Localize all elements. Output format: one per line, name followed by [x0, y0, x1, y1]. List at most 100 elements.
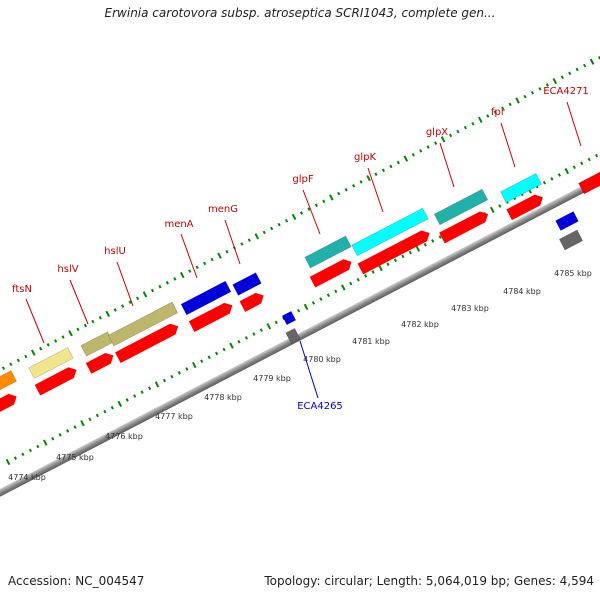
upper-tick [83, 323, 87, 328]
upper-tick [195, 265, 199, 270]
scale-label: 4783 kbp [451, 304, 489, 313]
gene-leader-line [302, 189, 321, 235]
gene-label-glpF[interactable]: glpF [292, 174, 313, 185]
upper-tick [68, 330, 73, 337]
map-title: Erwinia carotovora subsp. atroseptica SC… [104, 6, 496, 20]
cds-arrow [34, 367, 77, 396]
lower-tick [147, 386, 152, 391]
lower-tick [207, 355, 211, 360]
upper-tick [366, 174, 371, 182]
upper-tick [560, 75, 564, 80]
gene-block-menA [180, 280, 232, 316]
lower-tick [237, 339, 241, 344]
scale-label: 4780 kbp [303, 355, 341, 364]
gene-label-ftsN[interactable]: ftsN [12, 284, 32, 295]
gene-label-menG[interactable]: menG [208, 204, 238, 215]
upper-tick [322, 199, 326, 204]
upper-tick [575, 67, 579, 72]
lower-tick [117, 400, 123, 407]
gene-leader-line [224, 219, 241, 265]
gene-block-hslU [107, 301, 179, 347]
upper-tick [188, 269, 192, 273]
gene-label-hslU[interactable]: hslU [104, 246, 126, 257]
scale-label: 4782 kbp [401, 320, 439, 329]
lower-tick [125, 398, 129, 402]
lower-tick [326, 293, 330, 298]
upper-tick [501, 106, 505, 111]
lower-tick [550, 177, 554, 181]
upper-tick [46, 343, 50, 347]
lower-tick [229, 342, 234, 349]
cds-arrow [85, 352, 114, 374]
topology-text: Topology: circular; Length: 5,064,019 bp… [264, 574, 594, 588]
lower-tick [259, 328, 263, 332]
scale-label: 4778 kbp [204, 393, 242, 402]
lower-tick [386, 262, 390, 266]
upper-tick [344, 187, 348, 192]
upper-tick [254, 233, 260, 240]
upper-tick [9, 362, 13, 367]
upper-tick [217, 252, 222, 259]
gene-leader-line [439, 142, 455, 188]
gene-leader-line [180, 233, 198, 279]
upper-tick [16, 358, 20, 363]
gene-block-glpX [433, 188, 489, 226]
lower-tick [192, 361, 197, 369]
upper-tick [285, 218, 289, 223]
cds-arrow [188, 302, 233, 332]
upper-tick [105, 310, 111, 317]
gene-label-glpK[interactable]: glpK [354, 152, 376, 163]
upper-tick [76, 327, 80, 332]
lower-tick [297, 308, 301, 313]
lower-tick [177, 370, 181, 375]
lower-tick [110, 405, 114, 410]
gene-label-fpr[interactable]: fpr [491, 107, 506, 118]
upper-tick [545, 83, 549, 87]
upper-tick [381, 168, 386, 173]
lower-tick [349, 281, 353, 286]
lower-tick [438, 235, 442, 239]
upper-tick [538, 87, 542, 91]
lower-tick [42, 439, 48, 446]
cds-block-reverse [558, 229, 584, 251]
upper-tick-row [1, 56, 600, 370]
lower-tick [66, 429, 70, 433]
upper-tick [419, 149, 423, 153]
scale-label: 4777 kbp [155, 412, 193, 421]
upper-tick [121, 304, 125, 308]
upper-tick [113, 308, 117, 312]
upper-tick [589, 58, 595, 65]
upper-tick [270, 226, 274, 231]
lower-tick [341, 284, 346, 291]
cds-arrow [439, 211, 489, 244]
lower-tick [80, 420, 85, 427]
scale-label: 4785 kbp [554, 269, 592, 278]
gene-label-hslV[interactable]: hslV [57, 264, 78, 275]
gene-label-ECA4265[interactable]: ECA4265 [297, 401, 343, 412]
upper-tick [98, 315, 102, 320]
upper-tick [210, 257, 214, 262]
upper-tick [508, 102, 512, 107]
upper-tick [530, 90, 535, 95]
upper-tick [180, 271, 185, 279]
upper-tick [247, 238, 251, 242]
upper-tick [91, 319, 95, 324]
upper-tick [165, 280, 169, 285]
gene-label-ECA4271[interactable]: ECA4271 [543, 86, 589, 97]
genome-backbone [0, 141, 600, 517]
upper-tick [225, 249, 229, 254]
upper-tick [262, 230, 266, 235]
gene-label-menA[interactable]: menA [164, 219, 193, 230]
lower-tick [133, 394, 137, 398]
lower-tick [274, 320, 278, 325]
upper-tick [456, 129, 460, 134]
lower-tick [356, 277, 360, 282]
upper-tick [403, 155, 409, 162]
lower-tick [244, 336, 249, 340]
gene-block-fpr [500, 173, 542, 203]
scale-label: 4775 kbp [56, 453, 94, 462]
lower-tick [140, 390, 144, 394]
gene-label-glpX[interactable]: glpX [426, 127, 448, 138]
upper-tick [583, 63, 587, 68]
